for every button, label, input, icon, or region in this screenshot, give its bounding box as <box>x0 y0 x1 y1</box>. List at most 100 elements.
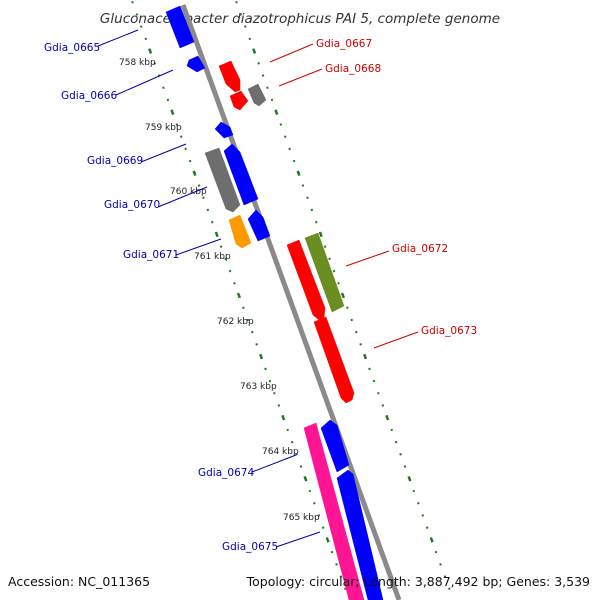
tick-mark <box>261 74 265 77</box>
tick-mark <box>381 404 385 407</box>
tick-mark <box>306 196 309 200</box>
gene-shape[interactable] <box>247 209 271 242</box>
gene-shape[interactable] <box>304 232 345 313</box>
tick-mark <box>184 147 187 151</box>
tick-mark <box>148 48 153 54</box>
gene-label-gdia-0665[interactable]: Gdia_0665 <box>44 42 100 54</box>
tick-mark <box>257 62 260 65</box>
tick-mark <box>259 353 264 360</box>
tick-mark <box>153 62 156 65</box>
tick-mark <box>166 98 170 102</box>
gene-label-gdia-0673[interactable]: Gdia_0673 <box>421 325 477 337</box>
tick-mark <box>359 343 362 346</box>
tick-mark <box>434 550 438 554</box>
scale-label-764: 764 kbp <box>262 447 299 457</box>
map-title: Gluconacetobacter diazotrophicus PAI 5, … <box>100 11 500 27</box>
gene-features <box>165 5 384 600</box>
tick-mark <box>295 453 298 456</box>
tick-mark <box>314 220 318 224</box>
gene-shape[interactable] <box>313 316 355 404</box>
scale-label-758: 758 kbp <box>119 58 156 68</box>
tick-mark <box>303 475 308 482</box>
tick-mark <box>339 575 343 578</box>
scale-label-759: 759 kbp <box>145 123 182 133</box>
tick-mark <box>425 526 429 529</box>
tick-mark <box>281 414 286 421</box>
tick-mark <box>443 575 447 578</box>
gene-shape[interactable] <box>336 469 384 600</box>
gene-shape[interactable] <box>165 5 195 49</box>
tick-mark <box>188 159 192 163</box>
tick-mark <box>236 292 241 299</box>
tick-mark <box>308 489 312 493</box>
tick-mark <box>407 475 412 482</box>
tick-mark <box>346 306 349 310</box>
tick-mark <box>301 184 305 187</box>
gene-label-gdia-0669[interactable]: Gdia_0669 <box>87 155 143 167</box>
tick-mark <box>372 379 376 383</box>
tick-marks <box>131 0 451 591</box>
tick-mark <box>131 0 134 4</box>
tick-mark <box>340 292 345 299</box>
genome-backbone <box>180 4 402 600</box>
genome-summary-text: Topology: circular; Length: 3,887,492 bp… <box>246 574 590 589</box>
tick-mark <box>270 98 274 102</box>
tick-mark <box>266 86 269 90</box>
tick-mark <box>335 563 338 566</box>
tick-mark <box>332 269 336 273</box>
tick-mark <box>399 453 402 456</box>
gene-label-gdia-0672[interactable]: Gdia_0672 <box>392 243 448 255</box>
gene-shape[interactable] <box>229 90 249 111</box>
gene-label-gdia-0666[interactable]: Gdia_0666 <box>61 90 117 102</box>
gene-shape[interactable] <box>320 419 350 473</box>
scale-label-762: 762 kbp <box>217 317 254 327</box>
gene-label-gdia-0674[interactable]: Gdia_0674 <box>198 467 254 479</box>
tick-mark <box>242 306 245 310</box>
tick-mark <box>244 25 247 28</box>
tick-mark <box>210 220 214 224</box>
tick-mark <box>170 109 175 115</box>
tick-mark <box>429 537 434 543</box>
gene-shape[interactable] <box>228 214 252 249</box>
gene-label-gdia-0668[interactable]: Gdia_0668 <box>325 63 381 75</box>
gene-label-gdia-0671[interactable]: Gdia_0671 <box>123 249 179 261</box>
gene-shape[interactable] <box>247 83 267 107</box>
tick-mark <box>175 123 179 126</box>
tick-mark <box>310 208 314 212</box>
gene-label-gdia-0670[interactable]: Gdia_0670 <box>104 199 160 211</box>
tick-mark <box>277 404 281 407</box>
tick-mark <box>390 428 393 432</box>
gene-shape[interactable] <box>214 121 234 139</box>
tick-mark <box>421 514 425 517</box>
tick-mark <box>140 25 143 28</box>
scale-label-763: 763 kbp <box>240 382 277 392</box>
tick-mark <box>206 208 210 212</box>
tick-mark <box>197 184 201 187</box>
tick-mark <box>192 170 197 177</box>
gene-label-gdia-0675[interactable]: Gdia_0675 <box>222 541 278 553</box>
tick-mark <box>224 257 227 261</box>
tick-mark <box>439 563 442 566</box>
tick-mark <box>292 159 296 163</box>
gene-shape[interactable] <box>303 422 365 600</box>
tick-mark <box>252 48 257 54</box>
scale-label-761: 761 kbp <box>194 252 231 262</box>
tick-mark <box>250 330 254 334</box>
gene-shape[interactable] <box>218 60 241 93</box>
gene-shape[interactable] <box>204 147 241 213</box>
gene-shape[interactable] <box>223 143 259 206</box>
tick-mark <box>214 231 219 238</box>
tick-mark <box>179 135 183 138</box>
tick-mark <box>235 0 238 4</box>
tick-mark <box>448 587 451 591</box>
tick-mark <box>368 367 371 371</box>
tick-mark <box>325 537 330 543</box>
tick-mark <box>219 245 223 248</box>
tick-mark <box>296 170 301 177</box>
tick-mark <box>377 391 380 395</box>
gene-label-gdia-0667[interactable]: Gdia_0667 <box>316 38 372 50</box>
gene-shape[interactable] <box>186 55 206 73</box>
tick-mark <box>255 343 258 346</box>
tick-mark <box>246 318 250 322</box>
